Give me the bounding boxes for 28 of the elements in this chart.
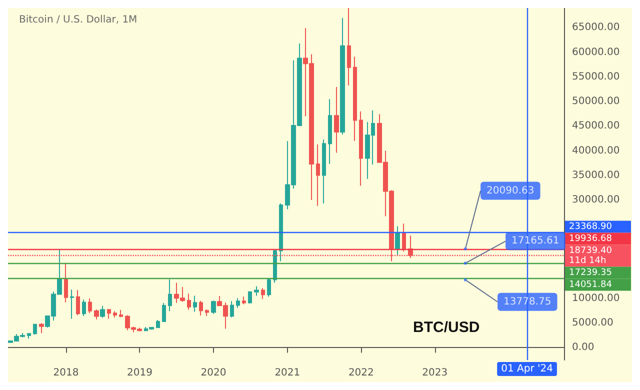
y-tick-label: 35000.00 [572, 170, 620, 181]
annotation: 13778.75 [504, 296, 552, 308]
annotation: 20090.63 [486, 185, 534, 196]
ref-line-label: 18739.40 11d 14h [569, 246, 612, 266]
y-tick-label: 40000.00 [572, 145, 620, 156]
y-tick-label: 5000.00 [572, 318, 614, 329]
ref-line-label: 01 Apr '24 [501, 364, 553, 374]
x-tick-label: 2022 [348, 368, 374, 378]
y-tick-label: 55000.00 [572, 71, 620, 82]
annotation: BTC/USD [413, 319, 480, 336]
x-tick-label: 2021 [274, 368, 300, 378]
x-tick-label: 2020 [200, 368, 226, 378]
y-tick-label: 10000.00 [572, 292, 620, 304]
y-tick-label: 60000.00 [572, 46, 620, 58]
y-tick-label: 50000.00 [572, 96, 620, 108]
text: Bitcoin / U.S. Dollar, 1M [19, 14, 138, 26]
ref-line-label: 23368.90 [569, 222, 612, 232]
ref-line-label: 17239.35 [569, 268, 612, 278]
y-tick-label: 0.00 [572, 342, 594, 354]
ref-line-label: 14051.84 [569, 280, 612, 290]
y-tick-label: 30000.00 [572, 194, 620, 206]
x-tick-label: 2018 [53, 368, 79, 378]
y-tick-label: 45000.00 [572, 120, 620, 132]
annotation: 17165.61 [512, 236, 560, 247]
ref-line-label: 19936.68 [569, 234, 612, 244]
y-tick-label: 65000.00 [572, 22, 620, 34]
x-tick-label: 2023 [422, 368, 448, 378]
x-tick-label: 2019 [127, 368, 152, 378]
